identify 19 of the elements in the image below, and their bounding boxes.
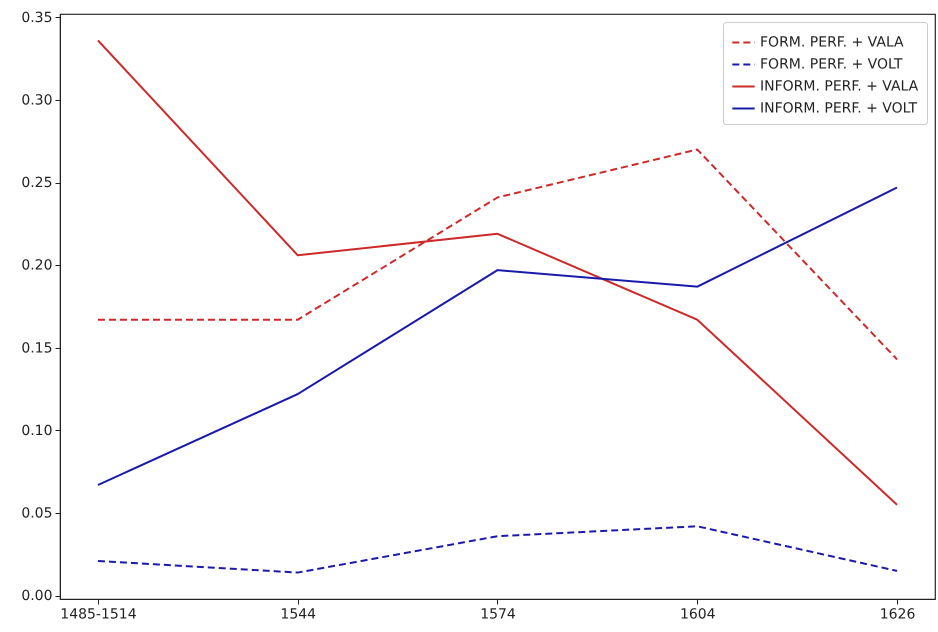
x-tick-label: 1574 [480,606,516,622]
y-tick-label: 0.15 [21,340,52,356]
x-tick-label: 1544 [280,606,316,622]
y-tick-label: 0.20 [21,258,52,274]
y-tick-label: 0.00 [21,588,52,604]
legend-label: FORM. PERF. + VALA [760,34,904,50]
x-tick-label: 1485-1514 [60,606,137,622]
y-tick-label: 0.05 [21,506,52,522]
x-tick-label: 1604 [680,606,716,622]
y-tick-label: 0.35 [21,10,52,26]
y-tick-label: 0.25 [21,175,52,192]
legend-label: INFORM. PERF. + VALA [760,78,919,94]
x-tick-label: 1626 [880,606,916,622]
legend-label: FORM. PERF. + VOLT [760,56,903,72]
y-tick-label: 0.10 [21,422,52,439]
y-tick-label: 0.30 [21,92,52,108]
legend-label: INFORM. PERF. + VOLT [760,100,918,116]
line-series [96,186,898,486]
line-series [96,525,898,574]
